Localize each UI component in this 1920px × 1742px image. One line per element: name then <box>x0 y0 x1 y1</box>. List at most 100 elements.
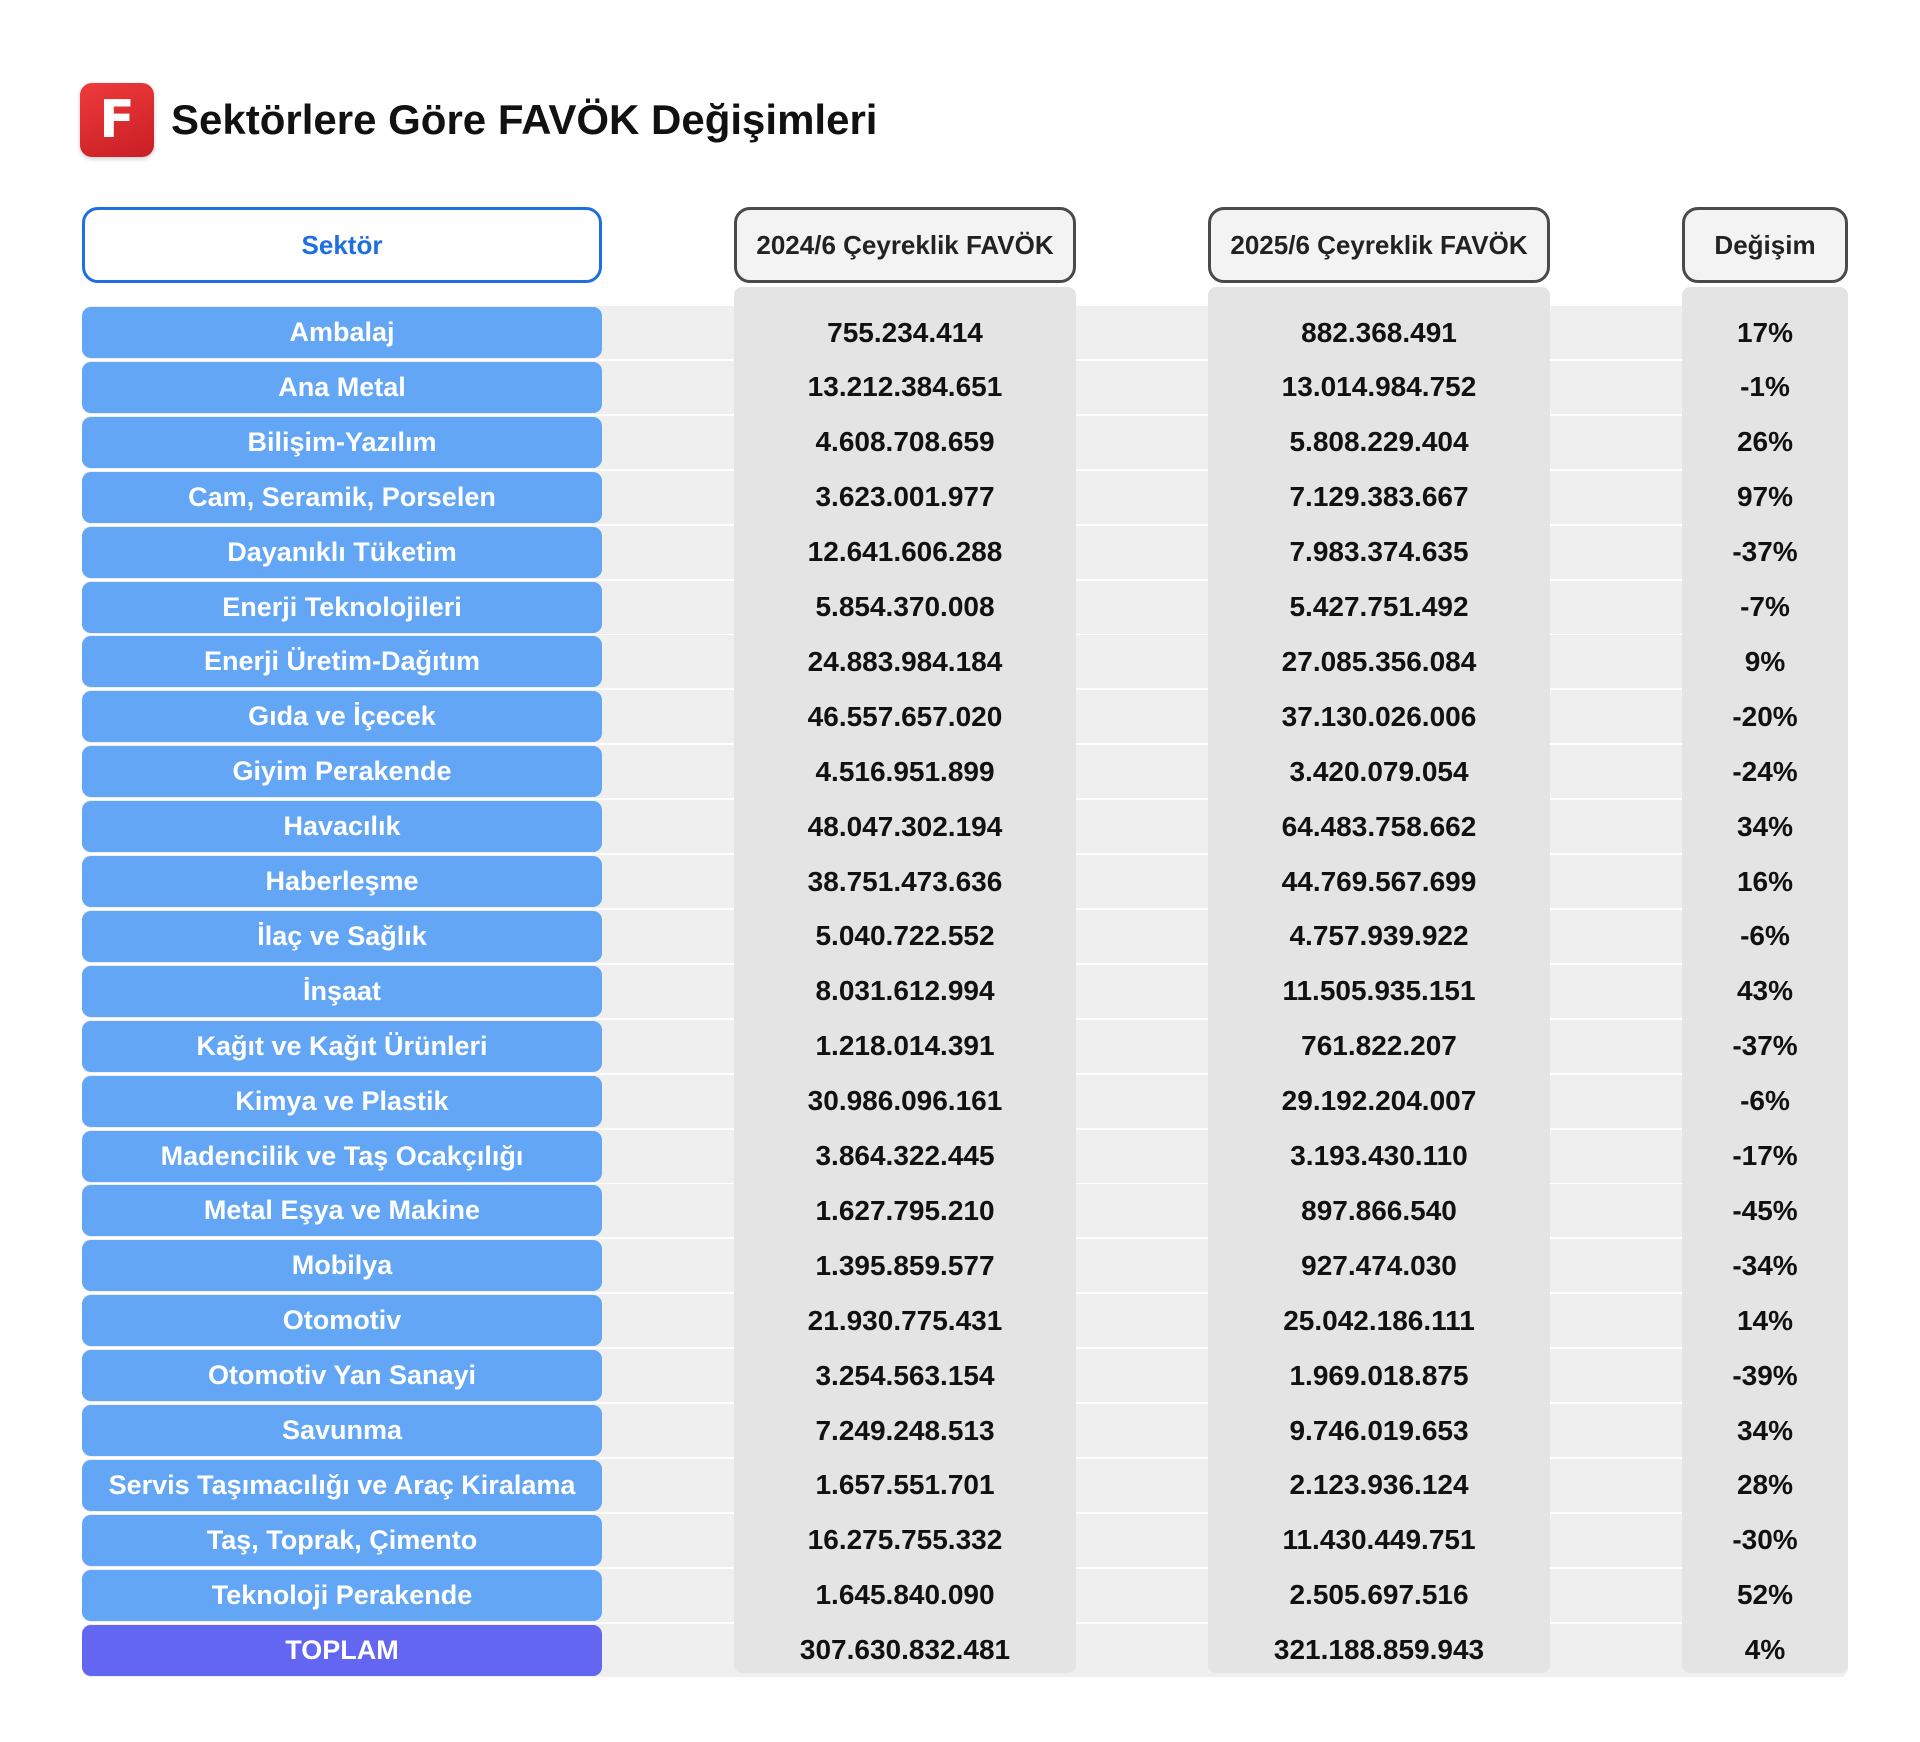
change-cell: -6% <box>1740 920 1790 952</box>
sector-cell: Gıda ve İçecek <box>82 691 602 743</box>
fav2025-cell: 5.808.229.404 <box>1289 426 1469 458</box>
page-header: F Sektörlere Göre FAVÖK Değişimleri <box>80 82 877 158</box>
sector-cell: Ana Metal <box>82 361 602 413</box>
column-shade <box>1208 287 1550 1673</box>
column-shade <box>734 287 1076 1673</box>
total-change-cell: 4% <box>1744 1634 1786 1666</box>
fav2024-cell: 13.212.384.651 <box>807 371 1003 403</box>
fav2024-cell: 48.047.302.194 <box>807 810 1003 842</box>
fav2024-cell: 755.234.414 <box>827 316 983 348</box>
fav2025-cell: 2.505.697.516 <box>1289 1579 1469 1611</box>
sector-cell: Enerji Üretim-Dağıtım <box>82 636 602 688</box>
fav2025-cell: 7.129.383.667 <box>1289 481 1469 513</box>
change-cell: -17% <box>1732 1140 1798 1171</box>
fav2025-cell: 882.368.491 <box>1301 316 1457 348</box>
fav2024-cell: 3.864.322.445 <box>815 1140 995 1171</box>
column-header-change: Değişim <box>1682 207 1848 283</box>
fav2025-cell: 13.014.984.752 <box>1281 371 1477 403</box>
fav2025-cell: 25.042.186.111 <box>1283 1304 1475 1336</box>
fav2025-cell: 927.474.030 <box>1301 1249 1457 1281</box>
fav2024-cell: 16.275.755.332 <box>807 1524 1003 1556</box>
change-cell: 34% <box>1736 810 1794 842</box>
column-header-2024: 2024/6 Çeyreklik FAVÖK <box>734 207 1076 283</box>
change-cell: -37% <box>1732 1030 1798 1062</box>
fav2025-cell: 11.505.935.151 <box>1282 975 1476 1007</box>
sector-cell: Madencilik ve Taş Ocakçılığı <box>82 1130 602 1182</box>
sector-cell: Kimya ve Plastik <box>82 1075 602 1127</box>
sector-cell: Cam, Seramik, Porselen <box>82 471 602 523</box>
sector-cell: Haberleşme <box>82 856 602 907</box>
fav2025-cell: 7.983.374.635 <box>1289 536 1469 568</box>
sector-cell: Ambalaj <box>82 307 602 358</box>
total-label: TOPLAM <box>82 1624 602 1676</box>
fav2025-cell: 897.866.540 <box>1301 1194 1457 1226</box>
fav2025-cell: 5.427.751.492 <box>1289 591 1469 622</box>
fav2024-cell: 5.040.722.552 <box>815 920 995 952</box>
fav2024-cell: 46.557.657.020 <box>807 700 1003 732</box>
fav2025-cell: 4.757.939.922 <box>1289 920 1469 952</box>
change-cell: 26% <box>1736 426 1794 458</box>
fav2024-cell: 3.254.563.154 <box>815 1359 995 1391</box>
fav2024-cell: 21.930.775.431 <box>807 1304 1003 1336</box>
fav2025-cell: 37.130.026.006 <box>1281 700 1477 732</box>
total-fav2025-cell: 321.188.859.943 <box>1273 1634 1485 1666</box>
logo-letter: F <box>99 90 135 150</box>
change-cell: 17% <box>1736 316 1794 348</box>
total-fav2024-cell: 307.630.832.481 <box>799 1634 1011 1666</box>
fav2024-cell: 1.395.859.577 <box>815 1249 995 1281</box>
column-header-sector: Sektör <box>82 207 602 283</box>
fav2025-cell: 27.085.356.084 <box>1281 645 1477 677</box>
sector-cell: Enerji Teknolojileri <box>82 581 602 633</box>
sector-cell: Taş, Toprak, Çimento <box>82 1514 602 1566</box>
sector-cell: İlaç ve Sağlık <box>82 910 602 962</box>
fav2025-cell: 3.420.079.054 <box>1289 755 1469 787</box>
fav2025-cell: 9.746.019.653 <box>1289 1414 1469 1446</box>
sector-cell: Servis Taşımacılığı ve Araç Kiralama <box>82 1459 602 1511</box>
fav2024-cell: 7.249.248.513 <box>815 1414 995 1446</box>
column-header-2025: 2025/6 Çeyreklik FAVÖK <box>1208 207 1550 283</box>
column-shade <box>1682 287 1848 1673</box>
change-cell: -39% <box>1732 1359 1798 1391</box>
change-cell: 28% <box>1736 1469 1794 1501</box>
fav2024-cell: 12.641.606.288 <box>807 536 1003 568</box>
fav2025-cell: 3.193.430.110 <box>1290 1140 1468 1171</box>
brand-logo-icon: F <box>80 83 154 157</box>
change-cell: 97% <box>1736 481 1794 513</box>
change-cell: -1% <box>1740 371 1790 403</box>
change-cell: 34% <box>1736 1414 1794 1446</box>
sector-cell: Savunma <box>82 1405 602 1456</box>
sector-cell: Mobilya <box>82 1240 602 1292</box>
change-cell: 43% <box>1736 975 1794 1007</box>
change-cell: 14% <box>1736 1304 1794 1336</box>
fav2025-cell: 64.483.758.662 <box>1281 810 1477 842</box>
change-cell: -45% <box>1732 1194 1798 1226</box>
fav2024-cell: 24.883.984.184 <box>807 645 1003 677</box>
sector-cell: Havacılık <box>82 801 602 853</box>
fav2025-cell: 11.430.449.751 <box>1282 1524 1476 1556</box>
fav2025-cell: 29.192.204.007 <box>1281 1085 1477 1117</box>
change-cell: -6% <box>1740 1085 1790 1117</box>
change-cell: -37% <box>1732 536 1798 568</box>
sector-cell: Otomotiv <box>82 1295 602 1347</box>
change-cell: 52% <box>1736 1579 1794 1611</box>
sector-cell: Otomotiv Yan Sanayi <box>82 1350 602 1402</box>
sector-cell: Kağıt ve Kağıt Ürünleri <box>82 1020 602 1072</box>
change-cell: 16% <box>1736 865 1794 897</box>
fav2024-cell: 5.854.370.008 <box>815 591 995 622</box>
fav2025-cell: 2.123.936.124 <box>1289 1469 1469 1501</box>
fav2024-cell: 4.516.951.899 <box>815 755 995 787</box>
fav2024-cell: 30.986.096.161 <box>807 1085 1003 1117</box>
fav2024-cell: 3.623.001.977 <box>815 481 995 513</box>
fav2024-cell: 1.645.840.090 <box>815 1579 995 1611</box>
fav2024-cell: 8.031.612.994 <box>815 975 995 1007</box>
change-cell: -7% <box>1740 591 1790 622</box>
sector-cell: İnşaat <box>82 965 602 1017</box>
sector-cell: Dayanıklı Tüketim <box>82 526 602 578</box>
sector-cell: Bilişim-Yazılım <box>82 416 602 468</box>
fav2024-cell: 1.218.014.391 <box>815 1030 995 1062</box>
page-title: Sektörlere Göre FAVÖK Değişimleri <box>171 96 878 143</box>
sector-cell: Metal Eşya ve Makine <box>82 1185 602 1237</box>
change-cell: -20% <box>1732 700 1798 732</box>
fav2025-cell: 44.769.567.699 <box>1281 865 1477 897</box>
